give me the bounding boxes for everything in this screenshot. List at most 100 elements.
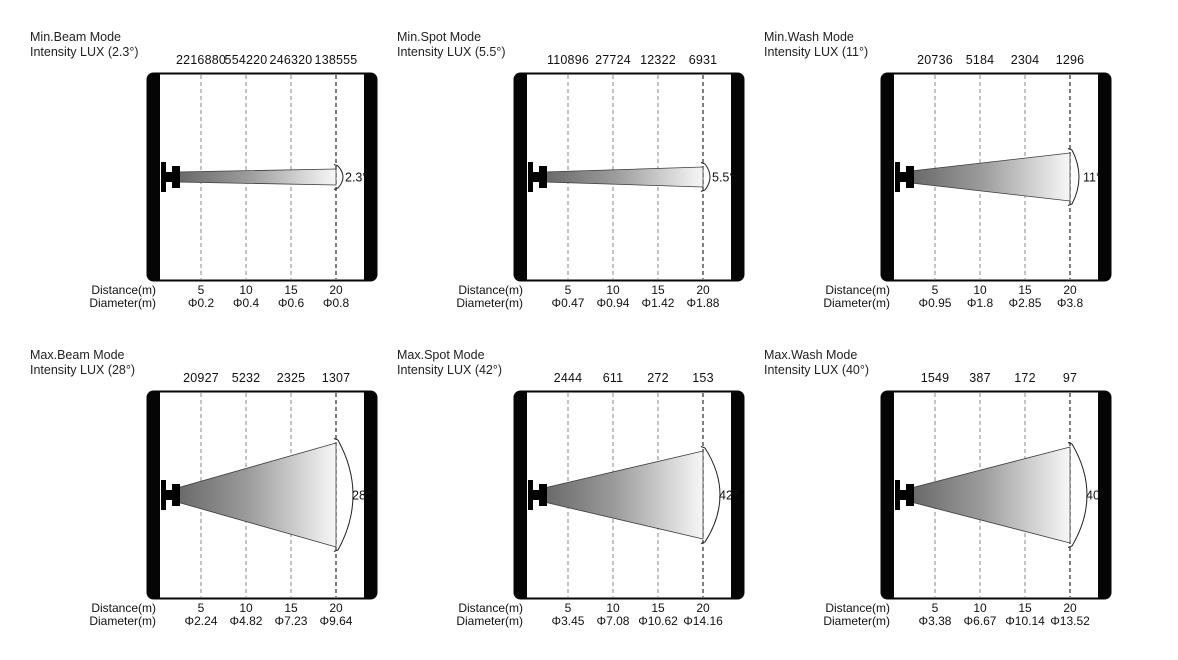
intensity-value: 611: [602, 371, 624, 385]
diameter-value: Φ4.82: [229, 614, 263, 628]
distance-value: 15: [651, 283, 665, 297]
beam-angle-label: 2.3°: [345, 171, 367, 185]
intensity-value: 5232: [231, 371, 261, 385]
intensity-value: 172: [1014, 371, 1036, 385]
diameter-value: Φ9.64: [319, 614, 353, 628]
intensity-value: 138555: [314, 53, 358, 67]
intensity-value: 97: [1062, 371, 1078, 385]
panel-subtitle: Intensity LUX (11°): [764, 45, 869, 59]
distance-value: 15: [1018, 283, 1032, 297]
diameter-value: Φ0.8: [322, 296, 350, 310]
diameter-axis-label: Diameter(m): [823, 614, 890, 628]
panel-min-wash-mode: Min.Wash Mode Intensity LUX (11°) 20736 …: [764, 30, 1122, 330]
diameter-value: Φ2.24: [184, 614, 218, 628]
intensity-value: 1549: [920, 371, 950, 385]
intensity-value: 2325: [276, 371, 306, 385]
panel-title: Max.Beam Mode: [30, 348, 125, 362]
distance-value: 10: [606, 601, 620, 615]
panel-title: Max.Wash Mode: [764, 348, 858, 362]
diameter-value: Φ3.8: [1056, 296, 1084, 310]
distance-axis-label: Distance(m): [825, 601, 890, 615]
diameter-value: Φ1.8: [966, 296, 994, 310]
intensity-value: 387: [969, 371, 991, 385]
distance-value: 10: [973, 601, 987, 615]
distance-axis-label: Distance(m): [458, 601, 523, 615]
beam-angle-label: 5.5°: [712, 171, 734, 185]
panel-min-spot-mode: Min.Spot Mode Intensity LUX (5.5°) 11089…: [397, 30, 755, 330]
intensity-value: 110896: [547, 53, 589, 67]
beam-angle-label: 40°: [1086, 489, 1105, 503]
diameter-value: Φ3.45: [551, 614, 585, 628]
panel-title: Max.Spot Mode: [397, 348, 485, 362]
intensity-value: 27724: [595, 53, 631, 67]
diameter-axis-label: Diameter(m): [89, 614, 156, 628]
diameter-axis-label: Diameter(m): [89, 296, 156, 310]
distance-axis-label: Distance(m): [825, 283, 890, 297]
fixture-icon: [528, 162, 547, 192]
distance-axis-label: Distance(m): [91, 283, 156, 297]
beam-angle-arc: [333, 164, 344, 190]
intensity-value: 2216880: [175, 53, 227, 67]
intensity-value: 20736: [917, 53, 953, 67]
diameter-value: Φ7.23: [274, 614, 308, 628]
diameter-value: Φ0.47: [551, 296, 585, 310]
intensity-value: 2304: [1010, 53, 1040, 67]
distance-value: 5: [197, 601, 205, 615]
diameter-value: Φ7.08: [596, 614, 630, 628]
beam-angle-label: 11°: [1083, 171, 1101, 185]
intensity-value: 1307: [321, 371, 351, 385]
diameter-value: Φ0.95: [918, 296, 952, 310]
diameter-value: Φ3.38: [918, 614, 952, 628]
panel-title: Min.Wash Mode: [764, 30, 854, 44]
panel-title: Min.Beam Mode: [30, 30, 122, 44]
beam-diagram: 42°: [513, 390, 745, 600]
intensity-value: 1296: [1055, 53, 1085, 67]
intensity-value: 246320: [269, 53, 313, 67]
beam-diagram: 11°: [880, 72, 1112, 282]
distance-value: 20: [1063, 283, 1077, 297]
diameter-value: Φ0.2: [187, 296, 215, 310]
intensity-value: 12322: [640, 53, 676, 67]
beam-angle-label: 42°: [719, 489, 738, 503]
distance-value: 10: [973, 283, 987, 297]
distance-value: 5: [197, 283, 205, 297]
intensity-value: 272: [647, 371, 669, 385]
diameter-value: Φ6.67: [963, 614, 997, 628]
diameter-axis-label: Diameter(m): [456, 614, 523, 628]
beam-angle-arc: [700, 446, 721, 544]
panel-max-spot-mode: Max.Spot Mode Intensity LUX (42°) 2444 6…: [397, 348, 755, 648]
fixture-icon: [895, 480, 914, 510]
fixture-icon: [161, 162, 180, 192]
intensity-value: 5184: [965, 53, 995, 67]
distance-value: 5: [564, 601, 572, 615]
distance-axis-label: Distance(m): [458, 283, 523, 297]
beam-diagram: 5.5°: [513, 72, 745, 282]
fixture-icon: [895, 162, 914, 192]
distance-value: 10: [239, 283, 253, 297]
panel-min-beam-mode: Min.Beam Mode Intensity LUX (2.3°) 22168…: [30, 30, 388, 330]
diameter-axis-label: Diameter(m): [823, 296, 890, 310]
diameter-value: Φ2.85: [1008, 296, 1042, 310]
beam-angle-arc: [1067, 442, 1088, 548]
distance-value: 15: [284, 283, 298, 297]
panel-subtitle: Intensity LUX (40°): [764, 363, 870, 377]
panel-max-beam-mode: Max.Beam Mode Intensity LUX (28°) 20927 …: [30, 348, 388, 648]
panel-subtitle: Intensity LUX (42°): [397, 363, 503, 377]
beam-diagram: 28°: [146, 390, 378, 600]
panel-max-wash-mode: Max.Wash Mode Intensity LUX (40°) 1549 3…: [764, 348, 1122, 648]
diameter-value: Φ1.88: [686, 296, 720, 310]
beam-angle-arc: [1067, 148, 1080, 206]
panel-subtitle: Intensity LUX (5.5°): [397, 45, 506, 59]
diameter-axis-label: Diameter(m): [456, 296, 523, 310]
panel-title: Min.Spot Mode: [397, 30, 482, 44]
beam-angle-arc: [700, 162, 711, 192]
intensity-value: 20927: [183, 371, 219, 385]
distance-axis-label: Distance(m): [91, 601, 156, 615]
panel-subtitle: Intensity LUX (28°): [30, 363, 136, 377]
distance-value: 5: [931, 601, 939, 615]
fixture-icon: [161, 480, 180, 510]
distance-value: 10: [606, 283, 620, 297]
distance-value: 20: [696, 283, 710, 297]
diameter-value: Φ0.4: [232, 296, 260, 310]
beam-diagram: 40°: [880, 390, 1112, 600]
